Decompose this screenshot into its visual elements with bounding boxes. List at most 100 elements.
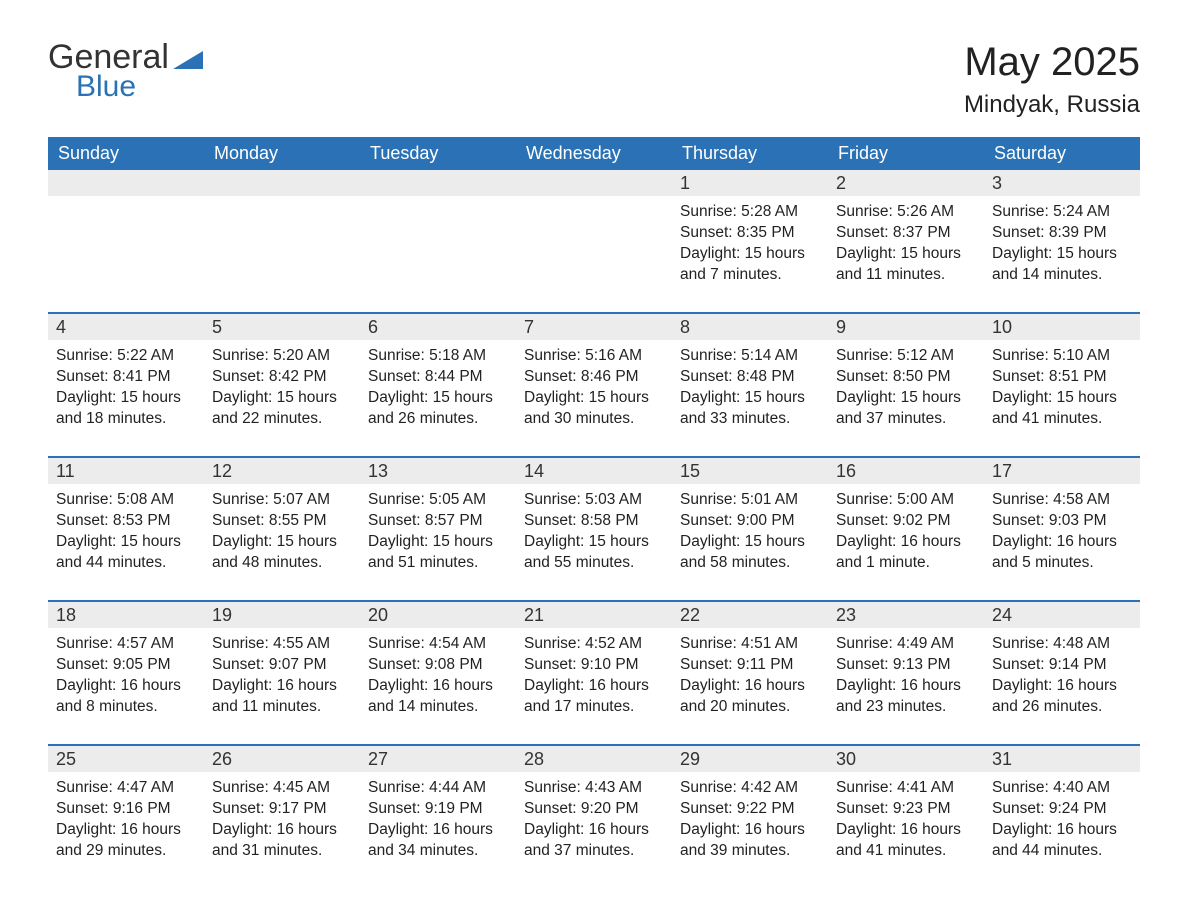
sunset-text: Sunset: 9:23 PM [836,799,976,820]
daylight-text: and 23 minutes. [836,697,976,718]
sunset-text: Sunset: 9:16 PM [56,799,196,820]
day-body: Sunrise: 5:08 AMSunset: 8:53 PMDaylight:… [48,484,204,574]
weekday-header: Tuesday [360,137,516,170]
weekday-header: Thursday [672,137,828,170]
daylight-text: Daylight: 15 hours [836,388,976,409]
sunset-text: Sunset: 8:44 PM [368,367,508,388]
sunrise-text: Sunrise: 4:40 AM [992,778,1132,799]
sunset-text: Sunset: 9:03 PM [992,511,1132,532]
day-body: Sunrise: 4:57 AMSunset: 9:05 PMDaylight:… [48,628,204,718]
daylight-text: and 18 minutes. [56,409,196,430]
day-number: 21 [516,602,672,628]
daylight-text: Daylight: 16 hours [680,820,820,841]
day-number: 22 [672,602,828,628]
sunset-text: Sunset: 9:08 PM [368,655,508,676]
daylight-text: Daylight: 16 hours [212,820,352,841]
daylight-text: and 29 minutes. [56,841,196,862]
daylight-text: and 22 minutes. [212,409,352,430]
day-number: 11 [48,458,204,484]
day-body: Sunrise: 4:51 AMSunset: 9:11 PMDaylight:… [672,628,828,718]
day-cell [204,170,360,290]
sunrise-text: Sunrise: 5:07 AM [212,490,352,511]
daylight-text: Daylight: 15 hours [212,532,352,553]
week-row: 11Sunrise: 5:08 AMSunset: 8:53 PMDayligh… [48,456,1140,578]
sunrise-text: Sunrise: 4:47 AM [56,778,196,799]
daylight-text: and 30 minutes. [524,409,664,430]
sunrise-text: Sunrise: 4:43 AM [524,778,664,799]
day-number [360,170,516,196]
day-cell: 26Sunrise: 4:45 AMSunset: 9:17 PMDayligh… [204,746,360,866]
sunset-text: Sunset: 8:35 PM [680,223,820,244]
sunset-text: Sunset: 8:42 PM [212,367,352,388]
sunrise-text: Sunrise: 4:44 AM [368,778,508,799]
daylight-text: Daylight: 16 hours [368,820,508,841]
daylight-text: and 37 minutes. [836,409,976,430]
daylight-text: and 33 minutes. [680,409,820,430]
day-body: Sunrise: 5:14 AMSunset: 8:48 PMDaylight:… [672,340,828,430]
daylight-text: Daylight: 16 hours [992,820,1132,841]
daylight-text: Daylight: 16 hours [992,676,1132,697]
daylight-text: Daylight: 15 hours [836,244,976,265]
daylight-text: and 5 minutes. [992,553,1132,574]
day-body: Sunrise: 4:45 AMSunset: 9:17 PMDaylight:… [204,772,360,862]
day-cell: 22Sunrise: 4:51 AMSunset: 9:11 PMDayligh… [672,602,828,722]
daylight-text: and 20 minutes. [680,697,820,718]
week-row: 18Sunrise: 4:57 AMSunset: 9:05 PMDayligh… [48,600,1140,722]
daylight-text: and 1 minute. [836,553,976,574]
day-number: 1 [672,170,828,196]
sunrise-text: Sunrise: 4:49 AM [836,634,976,655]
weekday-header-row: SundayMondayTuesdayWednesdayThursdayFrid… [48,137,1140,170]
sunset-text: Sunset: 9:17 PM [212,799,352,820]
day-number [516,170,672,196]
day-body: Sunrise: 4:43 AMSunset: 9:20 PMDaylight:… [516,772,672,862]
day-body: Sunrise: 5:12 AMSunset: 8:50 PMDaylight:… [828,340,984,430]
day-body: Sunrise: 5:05 AMSunset: 8:57 PMDaylight:… [360,484,516,574]
sunrise-text: Sunrise: 4:45 AM [212,778,352,799]
sunset-text: Sunset: 9:19 PM [368,799,508,820]
weekday-header: Sunday [48,137,204,170]
day-cell: 24Sunrise: 4:48 AMSunset: 9:14 PMDayligh… [984,602,1140,722]
daylight-text: Daylight: 16 hours [836,676,976,697]
day-number: 26 [204,746,360,772]
daylight-text: and 37 minutes. [524,841,664,862]
day-body: Sunrise: 4:52 AMSunset: 9:10 PMDaylight:… [516,628,672,718]
daylight-text: Daylight: 15 hours [524,388,664,409]
day-cell: 21Sunrise: 4:52 AMSunset: 9:10 PMDayligh… [516,602,672,722]
week-row: 1Sunrise: 5:28 AMSunset: 8:35 PMDaylight… [48,170,1140,290]
daylight-text: and 7 minutes. [680,265,820,286]
day-body: Sunrise: 5:24 AMSunset: 8:39 PMDaylight:… [984,196,1140,286]
day-cell: 14Sunrise: 5:03 AMSunset: 8:58 PMDayligh… [516,458,672,578]
sunrise-text: Sunrise: 5:20 AM [212,346,352,367]
sunrise-text: Sunrise: 5:00 AM [836,490,976,511]
day-cell: 28Sunrise: 4:43 AMSunset: 9:20 PMDayligh… [516,746,672,866]
day-body: Sunrise: 5:00 AMSunset: 9:02 PMDaylight:… [828,484,984,574]
day-cell: 1Sunrise: 5:28 AMSunset: 8:35 PMDaylight… [672,170,828,290]
sunrise-text: Sunrise: 4:57 AM [56,634,196,655]
daylight-text: and 39 minutes. [680,841,820,862]
day-cell: 9Sunrise: 5:12 AMSunset: 8:50 PMDaylight… [828,314,984,434]
daylight-text: and 8 minutes. [56,697,196,718]
daylight-text: and 34 minutes. [368,841,508,862]
day-body: Sunrise: 5:18 AMSunset: 8:44 PMDaylight:… [360,340,516,430]
sunset-text: Sunset: 8:58 PM [524,511,664,532]
day-body: Sunrise: 4:54 AMSunset: 9:08 PMDaylight:… [360,628,516,718]
sunset-text: Sunset: 9:22 PM [680,799,820,820]
daylight-text: Daylight: 15 hours [524,532,664,553]
sunset-text: Sunset: 8:55 PM [212,511,352,532]
sunset-text: Sunset: 8:46 PM [524,367,664,388]
week-row: 4Sunrise: 5:22 AMSunset: 8:41 PMDaylight… [48,312,1140,434]
logo-word1: General [48,40,169,74]
day-number [48,170,204,196]
day-cell: 15Sunrise: 5:01 AMSunset: 9:00 PMDayligh… [672,458,828,578]
day-cell: 5Sunrise: 5:20 AMSunset: 8:42 PMDaylight… [204,314,360,434]
daylight-text: Daylight: 16 hours [524,676,664,697]
day-cell: 18Sunrise: 4:57 AMSunset: 9:05 PMDayligh… [48,602,204,722]
day-number: 4 [48,314,204,340]
sunset-text: Sunset: 9:20 PM [524,799,664,820]
sunrise-text: Sunrise: 4:55 AM [212,634,352,655]
sunrise-text: Sunrise: 5:03 AM [524,490,664,511]
sunrise-text: Sunrise: 5:16 AM [524,346,664,367]
week-row: 25Sunrise: 4:47 AMSunset: 9:16 PMDayligh… [48,744,1140,866]
weekday-header: Friday [828,137,984,170]
daylight-text: Daylight: 15 hours [56,532,196,553]
